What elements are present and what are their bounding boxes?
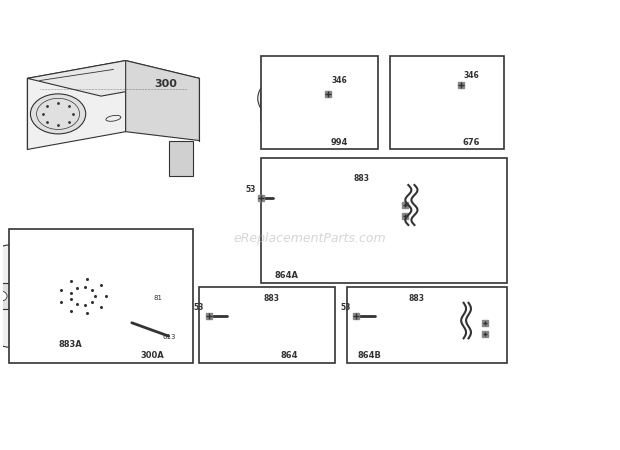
Text: 883: 883: [353, 174, 369, 183]
Text: 864A: 864A: [275, 271, 299, 280]
Text: 613: 613: [162, 334, 176, 340]
Text: 300: 300: [154, 79, 177, 89]
Ellipse shape: [383, 310, 400, 326]
FancyBboxPatch shape: [368, 303, 414, 334]
Bar: [200, 287, 335, 363]
Text: 346: 346: [332, 76, 347, 85]
Text: 864B: 864B: [358, 351, 381, 360]
Bar: [261, 158, 507, 283]
Circle shape: [30, 94, 86, 134]
Polygon shape: [27, 61, 126, 149]
Circle shape: [340, 209, 347, 214]
FancyBboxPatch shape: [219, 304, 254, 333]
Text: 864: 864: [281, 351, 298, 360]
Text: 346: 346: [464, 72, 479, 81]
Bar: [390, 56, 503, 149]
Circle shape: [340, 187, 347, 192]
Ellipse shape: [293, 192, 312, 209]
Ellipse shape: [417, 92, 454, 109]
FancyBboxPatch shape: [0, 245, 166, 347]
Circle shape: [403, 326, 410, 331]
FancyBboxPatch shape: [276, 183, 329, 218]
Circle shape: [373, 187, 380, 192]
Polygon shape: [126, 61, 200, 140]
Ellipse shape: [430, 311, 445, 325]
Circle shape: [316, 187, 323, 192]
Circle shape: [283, 209, 291, 214]
Circle shape: [227, 312, 246, 325]
Polygon shape: [27, 61, 200, 96]
Text: eReplacementParts.com: eReplacementParts.com: [234, 232, 386, 245]
FancyBboxPatch shape: [338, 183, 384, 218]
Circle shape: [250, 326, 257, 331]
Circle shape: [40, 265, 126, 327]
Text: 53: 53: [246, 184, 256, 194]
Text: 53: 53: [193, 303, 203, 312]
Ellipse shape: [351, 192, 370, 209]
Circle shape: [373, 209, 380, 214]
FancyBboxPatch shape: [273, 351, 307, 360]
Circle shape: [280, 326, 288, 331]
Circle shape: [258, 74, 326, 123]
FancyBboxPatch shape: [246, 303, 291, 334]
Circle shape: [250, 307, 257, 312]
Circle shape: [403, 307, 410, 312]
Ellipse shape: [472, 328, 480, 336]
Bar: [347, 287, 507, 363]
Bar: [9, 230, 193, 363]
Bar: [261, 56, 378, 149]
FancyBboxPatch shape: [267, 271, 307, 280]
Text: 676: 676: [463, 138, 480, 147]
Circle shape: [373, 307, 380, 312]
FancyBboxPatch shape: [261, 92, 322, 123]
FancyBboxPatch shape: [454, 137, 488, 147]
Circle shape: [0, 291, 7, 302]
Circle shape: [278, 91, 305, 110]
Polygon shape: [0, 283, 9, 310]
Polygon shape: [144, 305, 159, 323]
Circle shape: [283, 187, 291, 192]
Circle shape: [49, 272, 117, 320]
Text: 53: 53: [341, 303, 351, 312]
Circle shape: [280, 307, 288, 312]
Ellipse shape: [260, 310, 277, 326]
Polygon shape: [402, 78, 470, 121]
Circle shape: [415, 81, 425, 89]
Circle shape: [373, 326, 380, 331]
Text: 81: 81: [153, 295, 162, 301]
Ellipse shape: [385, 198, 394, 207]
Text: 883: 883: [264, 293, 280, 302]
FancyBboxPatch shape: [322, 137, 356, 147]
FancyBboxPatch shape: [132, 351, 172, 360]
FancyBboxPatch shape: [350, 351, 390, 360]
Circle shape: [267, 81, 316, 116]
Polygon shape: [169, 140, 193, 176]
Text: 883: 883: [409, 293, 424, 302]
Circle shape: [443, 81, 453, 89]
Text: 300A: 300A: [140, 351, 164, 360]
Circle shape: [316, 209, 323, 214]
FancyBboxPatch shape: [417, 303, 458, 334]
Text: 994: 994: [330, 138, 348, 147]
Text: 883A: 883A: [58, 340, 82, 349]
